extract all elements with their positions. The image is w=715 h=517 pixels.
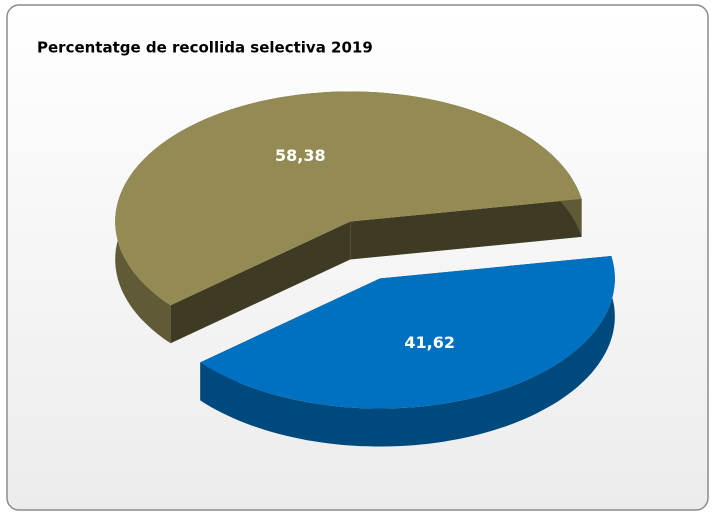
data-label: 58,38 xyxy=(275,146,326,165)
slice-outer-wall xyxy=(200,256,615,447)
pie-slice-top xyxy=(200,256,615,409)
pie-slice: 41,62 xyxy=(200,256,615,447)
slice-side-face xyxy=(350,198,582,260)
pie: 58,38 41,62 xyxy=(115,91,615,447)
pie-slice-top xyxy=(115,91,582,306)
pie-slice: 58,38 xyxy=(115,91,582,344)
slice-outer-wall xyxy=(115,91,582,344)
data-label: 41,62 xyxy=(404,333,455,352)
slice-side-face xyxy=(170,221,351,344)
chart-title: Percentatge de recollida selectiva 2019 xyxy=(37,39,373,57)
